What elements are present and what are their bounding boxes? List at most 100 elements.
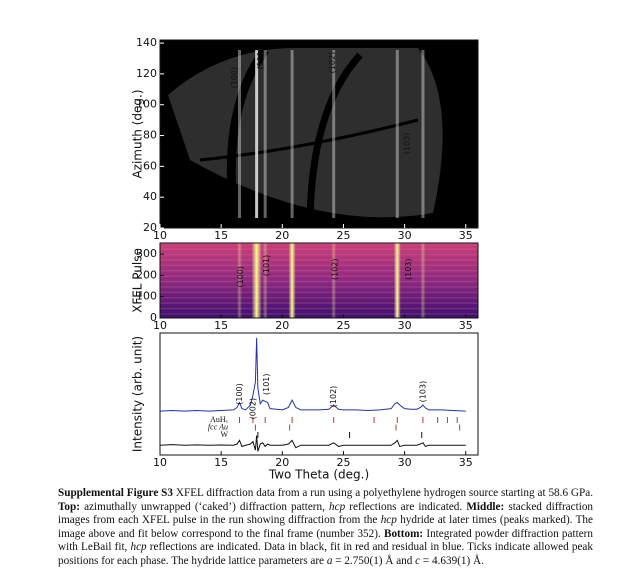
- caption-text: reflections are indicated.: [345, 500, 467, 513]
- axes-frame: [159, 242, 479, 319]
- caption-label: Supplemental Figure S3: [58, 487, 173, 499]
- caption-text: = 2.750(1) Å and: [332, 554, 416, 567]
- heatmap-streak: [420, 243, 426, 318]
- data-line: [159, 435, 466, 452]
- x-tick-label: 20: [275, 456, 289, 469]
- caption-bold: Bottom:: [383, 527, 424, 540]
- heatmap-row: [160, 297, 478, 299]
- heatmap-row: [160, 313, 478, 315]
- caption-text: = 4.639(1) Å.: [420, 554, 484, 567]
- phase-label: AuHₓ: [210, 415, 229, 424]
- x-tick-label: 10: [153, 229, 167, 242]
- x-tick-label: 15: [214, 456, 228, 469]
- image-streak: [332, 50, 336, 218]
- y-tick-label: 80: [143, 129, 157, 142]
- x-axis-label: Two Theta (deg.): [268, 468, 369, 482]
- x-tick-label: 10: [153, 319, 167, 332]
- image-streak: [255, 50, 259, 218]
- peak-label: (100): [235, 383, 244, 405]
- heatmap-row: [160, 275, 478, 277]
- caption-text: hydride at later times (peaks marked). T…: [58, 514, 593, 540]
- y-tick-label: 60: [143, 159, 157, 172]
- heatmap-streak: [251, 243, 262, 318]
- caption-italic: c: [415, 554, 421, 567]
- peak-label: (100): [230, 67, 239, 89]
- y-tick-label: 140: [136, 36, 157, 49]
- axes-frame: [159, 39, 479, 229]
- peak-label: (002): [248, 398, 257, 420]
- caked-image: [160, 40, 478, 228]
- axes-frame: [159, 332, 479, 456]
- peak-label: (102): [330, 258, 339, 280]
- heatmap-row: [160, 243, 478, 245]
- x-tick-label: 35: [459, 456, 473, 469]
- y-tick-label: 200: [136, 268, 157, 281]
- x-tick-label: 35: [459, 229, 473, 242]
- caption-text: reflections are indicated. Data in black…: [58, 541, 593, 567]
- caption-italic: hcp: [380, 514, 397, 527]
- figure: (100) (101) (102) (103) 10 15 20 25 30 35 20 40 60 80…: [131, 36, 479, 482]
- image-arc: [199, 118, 419, 162]
- image-streak: [263, 50, 267, 218]
- caption: Supplemental Figure S3 XFEL diffraction …: [58, 487, 593, 569]
- x-tick-label: 10: [153, 456, 167, 469]
- heatmap-row: [160, 248, 478, 250]
- heatmap-streak: [393, 243, 401, 318]
- x-tick-label: 30: [398, 229, 412, 242]
- image-streak: [421, 50, 425, 218]
- image-streak: [290, 50, 294, 218]
- phase-label: W: [220, 430, 228, 439]
- heatmap-row: [160, 264, 478, 267]
- peak-label: (100): [236, 266, 245, 288]
- heatmap-row: [160, 307, 478, 310]
- image-fan: [168, 48, 443, 218]
- heatmap-row: [160, 253, 478, 256]
- caption-italic: hcp: [329, 500, 346, 513]
- caption-text: XFEL diffraction data from a run using a…: [173, 487, 593, 499]
- caption-bold: Middle:: [466, 500, 505, 513]
- peak-label: (103): [418, 381, 427, 403]
- caption-bold: Top:: [58, 500, 80, 513]
- heatmap-streak: [331, 243, 337, 318]
- y-tick-label: 100: [136, 98, 157, 111]
- heatmap-streak: [288, 243, 296, 318]
- peak-label: (101): [262, 373, 271, 395]
- x-tick-label: 15: [214, 229, 228, 242]
- y-axis-label: Intensity (arb. unit): [131, 336, 145, 452]
- heatmap-row: [160, 270, 478, 272]
- x-tick-label: 30: [398, 456, 412, 469]
- heatmap-row: [160, 286, 478, 288]
- y-tick-label: 40: [143, 190, 157, 203]
- x-tick-label: 20: [275, 229, 289, 242]
- heatmap-row: [160, 291, 478, 294]
- peak-label: (101): [256, 48, 265, 70]
- peak-label: (103): [403, 133, 412, 155]
- caption-text: azimuthally unwrapped (‘caked’) diffract…: [79, 500, 330, 513]
- x-tick-label: 35: [459, 319, 473, 332]
- x-tick-label: 15: [214, 319, 228, 332]
- caption-text: Integrated powder diffraction pattern wi…: [58, 527, 593, 554]
- x-tick-label: 25: [336, 456, 350, 469]
- y-tick-label: 20: [143, 221, 157, 234]
- heatmap-streak: [237, 243, 242, 318]
- heatmap-row: [160, 280, 478, 283]
- data-line: [159, 337, 466, 412]
- image-streak: [395, 50, 399, 218]
- image-streak: [238, 50, 241, 218]
- image-arc: [306, 52, 363, 228]
- heatmap-row: [160, 302, 478, 304]
- y-axis-label: Azimuth (deg.): [131, 89, 145, 178]
- x-tick-label: 20: [275, 319, 289, 332]
- heatmap: [160, 243, 478, 318]
- phase-label: fcc Au: [208, 422, 228, 431]
- caption-italic: a: [326, 554, 333, 567]
- caption-text: stacked diffraction images from each XFE…: [58, 500, 594, 527]
- peak-label: (103): [404, 258, 413, 280]
- peak-label: (102): [329, 386, 338, 408]
- peak-label: (102): [328, 52, 337, 74]
- caption-italic: hcp: [130, 541, 147, 554]
- x-tick-label: 30: [398, 319, 412, 332]
- x-tick-label: 25: [336, 319, 350, 332]
- y-tick-label: 120: [136, 67, 157, 80]
